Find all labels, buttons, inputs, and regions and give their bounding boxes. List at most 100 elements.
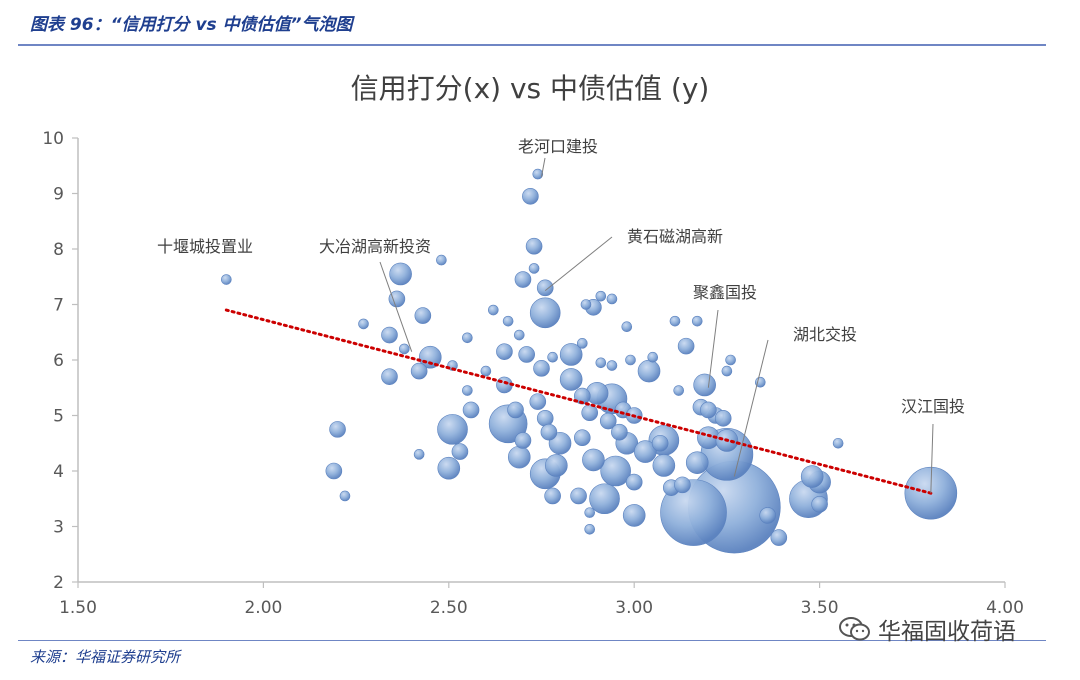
bubble bbox=[606, 293, 618, 305]
bubble bbox=[759, 507, 776, 524]
bubble bbox=[437, 456, 461, 480]
x-tick-label: 2.00 bbox=[244, 598, 282, 618]
y-tick-label: 10 bbox=[42, 129, 64, 149]
bubble bbox=[580, 299, 592, 310]
bubble bbox=[502, 315, 514, 327]
annotation-label: 聚鑫国投 bbox=[693, 283, 757, 302]
bubble bbox=[600, 455, 631, 487]
y-tick-label: 6 bbox=[53, 351, 64, 371]
bubble bbox=[584, 523, 596, 535]
bubble bbox=[329, 421, 346, 438]
y-tick-label: 5 bbox=[53, 407, 64, 427]
x-tick-label: 3.50 bbox=[801, 598, 839, 618]
bubble bbox=[518, 346, 535, 363]
bubble bbox=[559, 368, 583, 391]
bubble bbox=[573, 429, 591, 447]
bubble bbox=[595, 290, 607, 302]
top-divider bbox=[18, 44, 1046, 46]
bubble bbox=[507, 401, 524, 419]
bubble bbox=[584, 507, 596, 518]
annotation-label: 黄石磁湖高新 bbox=[627, 227, 723, 246]
bubble bbox=[221, 274, 232, 285]
trendline-layer bbox=[224, 308, 933, 495]
bubble bbox=[770, 529, 788, 546]
bubble bbox=[325, 462, 343, 480]
bubble bbox=[811, 495, 828, 513]
x-tick-label: 1.50 bbox=[59, 598, 97, 618]
annotation-leader bbox=[379, 261, 413, 352]
bubble bbox=[625, 473, 643, 491]
bubble bbox=[462, 385, 473, 396]
bubble bbox=[536, 279, 554, 297]
bubble bbox=[651, 434, 669, 452]
bubble bbox=[637, 359, 661, 383]
bubble bbox=[462, 401, 480, 419]
bubbles-layer bbox=[221, 168, 958, 554]
bubble bbox=[533, 360, 550, 377]
bubble bbox=[525, 237, 543, 255]
bubble bbox=[647, 351, 659, 363]
axes: 1.50 2.00 2.50 3.00 3.50 4.00 2 3 4 5 6 7 8 9 10 bbox=[42, 129, 1024, 618]
y-tick-label: 3 bbox=[53, 518, 64, 538]
bubble bbox=[514, 271, 532, 288]
bubble bbox=[532, 168, 544, 180]
bubble bbox=[634, 440, 657, 463]
bubble bbox=[339, 490, 351, 502]
bubble bbox=[487, 304, 499, 316]
x-tick-label: 2.50 bbox=[430, 598, 468, 618]
bubble bbox=[451, 443, 469, 460]
bubble bbox=[413, 449, 425, 460]
y-tick-label: 9 bbox=[53, 185, 64, 205]
watermark: 华福固收荷语 bbox=[838, 612, 1016, 646]
figure-caption: 图表 96：“信用打分 vs 中债估值”气泡图 bbox=[30, 15, 353, 35]
bubble bbox=[622, 504, 646, 527]
annotation-leader bbox=[707, 309, 719, 388]
bubble bbox=[544, 487, 561, 505]
bubble bbox=[570, 487, 587, 505]
wechat-icon bbox=[839, 617, 870, 641]
bubble bbox=[522, 187, 539, 205]
bubble bbox=[677, 337, 695, 355]
annotation-label: 大冶湖高新投资 bbox=[319, 237, 431, 256]
y-tick-label: 8 bbox=[53, 240, 64, 260]
annotation-leader bbox=[733, 339, 769, 477]
y-tick-label: 2 bbox=[53, 573, 64, 593]
annotation-label: 老河口建投 bbox=[518, 137, 598, 156]
bubble bbox=[685, 451, 709, 474]
bubble bbox=[606, 360, 618, 371]
bubble bbox=[528, 263, 540, 274]
bubble bbox=[721, 365, 733, 377]
annotation-leader bbox=[544, 236, 613, 292]
bubble bbox=[381, 326, 398, 344]
bubble bbox=[381, 368, 398, 385]
bubble-chart: 信用打分(x) vs 中债估值 (y) 1.50 2.00 2.50 3.00 3.50… bbox=[42, 72, 1024, 618]
bubble bbox=[652, 454, 676, 477]
x-tick-label: 4.00 bbox=[986, 598, 1024, 618]
y-tick-label: 4 bbox=[53, 462, 64, 482]
bubble bbox=[800, 465, 824, 488]
y-tick-label: 7 bbox=[53, 296, 64, 316]
bottom-divider bbox=[18, 640, 1046, 641]
bubble bbox=[669, 315, 681, 327]
bubble bbox=[545, 454, 568, 477]
bubble bbox=[437, 414, 468, 445]
bubble bbox=[725, 354, 736, 366]
bubble bbox=[436, 254, 447, 266]
source-note: 来源：华福证券研究所 bbox=[30, 648, 181, 666]
bubble bbox=[514, 432, 532, 449]
bubble bbox=[693, 373, 716, 397]
bubble bbox=[674, 476, 691, 494]
bubble bbox=[576, 338, 588, 349]
bubble bbox=[414, 307, 432, 324]
annotation-label: 十堰城投置业 bbox=[157, 237, 253, 256]
bubble bbox=[496, 343, 513, 360]
annotation-leader bbox=[541, 157, 546, 177]
bubble bbox=[410, 362, 428, 380]
bubble bbox=[691, 315, 703, 327]
bubble bbox=[389, 262, 412, 286]
bubble bbox=[582, 448, 605, 472]
x-tick-label: 3.00 bbox=[615, 598, 653, 618]
bubble bbox=[358, 318, 369, 330]
bubble bbox=[513, 329, 525, 341]
